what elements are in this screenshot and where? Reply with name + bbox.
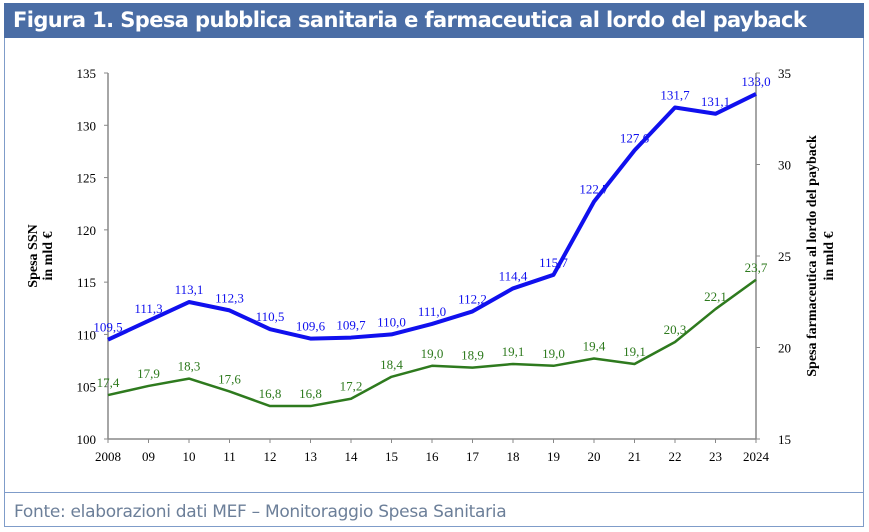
x-tick-label: 15 bbox=[385, 449, 398, 464]
data-label: 18,9 bbox=[461, 348, 484, 363]
right-axis-label: Spesa farmaceutica al lordo del payback i… bbox=[805, 135, 837, 377]
x-tick-label: 2008 bbox=[95, 449, 121, 464]
data-label: 114,4 bbox=[499, 268, 528, 283]
x-tick-label: 18 bbox=[507, 449, 520, 464]
data-label: 110,5 bbox=[256, 309, 285, 324]
series-line-ssn bbox=[107, 92, 757, 342]
x-tick-label: 22 bbox=[669, 449, 682, 464]
left-tick-label: 100 bbox=[77, 432, 97, 447]
left-tick-label: 130 bbox=[77, 118, 97, 133]
data-label: 109,7 bbox=[336, 318, 366, 333]
data-label: 115,7 bbox=[539, 255, 568, 270]
x-tick-label: 10 bbox=[183, 449, 196, 464]
x-tick-label: 12 bbox=[264, 449, 277, 464]
data-label: 17,9 bbox=[137, 366, 160, 381]
data-label: 109,6 bbox=[296, 319, 326, 334]
right-tick-label: 30 bbox=[778, 158, 791, 173]
data-label: 16,8 bbox=[299, 386, 322, 401]
right-tick-label: 25 bbox=[778, 249, 791, 264]
series-line-farmaceutica bbox=[107, 278, 757, 408]
x-tick-label: 11 bbox=[223, 449, 236, 464]
left-tick-label: 135 bbox=[77, 66, 97, 81]
x-tick-label: 23 bbox=[709, 449, 722, 464]
source-note: Fonte: elaborazioni dati MEF – Monitorag… bbox=[14, 502, 507, 522]
data-label: 16,8 bbox=[259, 386, 282, 401]
data-label: 23,7 bbox=[745, 260, 768, 275]
data-label: 112,2 bbox=[458, 291, 487, 306]
data-label: 111,3 bbox=[134, 301, 162, 316]
data-label: 17,4 bbox=[97, 375, 120, 390]
data-label: 131,1 bbox=[701, 94, 730, 109]
data-label: 17,6 bbox=[218, 371, 241, 386]
data-label: 122,7 bbox=[579, 182, 609, 197]
footer-divider bbox=[4, 492, 864, 493]
x-tick-label: 13 bbox=[304, 449, 317, 464]
figure-title: Figura 1. Spesa pubblica sanitaria e far… bbox=[4, 3, 864, 38]
data-label: 20,3 bbox=[664, 322, 687, 337]
x-tick-label: 14 bbox=[345, 449, 359, 464]
data-label: 18,4 bbox=[380, 357, 403, 372]
data-label: 19,4 bbox=[583, 338, 606, 353]
x-tick-label: 09 bbox=[142, 449, 155, 464]
left-tick-label: 120 bbox=[77, 223, 97, 238]
data-label: 109,5 bbox=[93, 320, 122, 335]
x-tick-label: 16 bbox=[426, 449, 440, 464]
right-tick-label: 15 bbox=[778, 432, 791, 447]
data-label: 133,0 bbox=[741, 74, 770, 89]
data-label: 112,3 bbox=[215, 290, 244, 305]
x-tick-label: 20 bbox=[588, 449, 601, 464]
left-tick-label: 115 bbox=[77, 275, 96, 290]
data-label: 19,0 bbox=[542, 346, 565, 361]
x-tick-label: 17 bbox=[466, 449, 480, 464]
data-label: 113,1 bbox=[175, 282, 204, 297]
right-tick-label: 20 bbox=[778, 341, 791, 356]
data-label: 17,2 bbox=[340, 379, 363, 394]
left-tick-label: 105 bbox=[77, 380, 97, 395]
data-label: 19,0 bbox=[421, 346, 444, 361]
data-label: 19,1 bbox=[502, 344, 525, 359]
data-label: 19,1 bbox=[623, 344, 646, 359]
right-tick-label: 35 bbox=[778, 66, 791, 81]
data-label: 127,6 bbox=[620, 130, 650, 145]
x-tick-label: 19 bbox=[547, 449, 560, 464]
data-label: 22,1 bbox=[704, 289, 727, 304]
data-label: 18,3 bbox=[178, 359, 201, 374]
left-tick-label: 125 bbox=[77, 171, 97, 186]
data-label: 110,0 bbox=[377, 314, 406, 329]
left-axis-label: Spesa SSNin mld € bbox=[26, 224, 56, 287]
x-tick-label: 2024 bbox=[743, 449, 770, 464]
data-label: 111,0 bbox=[418, 304, 446, 319]
data-label: 131,7 bbox=[660, 88, 690, 103]
left-tick-label: 110 bbox=[77, 327, 96, 342]
x-tick-label: 21 bbox=[628, 449, 641, 464]
